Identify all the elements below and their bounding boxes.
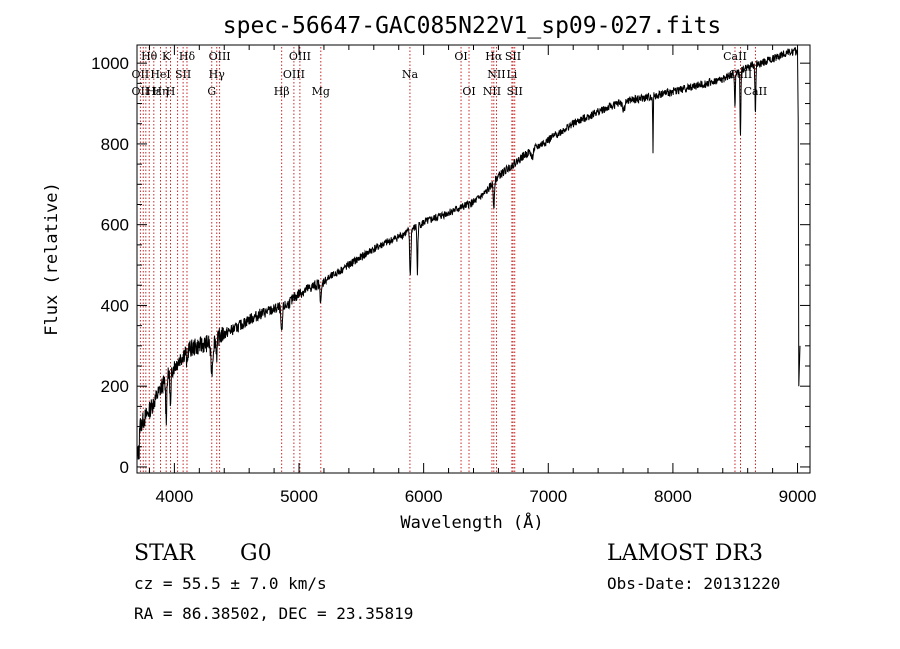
y-axis-label: Flux (relative)	[42, 182, 62, 336]
line-label: Hη	[152, 85, 168, 98]
line-label: Li	[506, 68, 517, 81]
plot-frame	[136, 44, 811, 474]
line-label: Na	[402, 68, 419, 81]
y-axis: 0 200 400 600 800 1000	[91, 54, 810, 477]
line-label: CaII	[729, 68, 753, 81]
y-tick-label: 200	[101, 377, 129, 396]
line-label: NII	[487, 68, 505, 81]
x-axis-label: Wavelength (Å)	[400, 511, 543, 533]
line-label: Mg	[312, 85, 330, 98]
line-label: Hβ	[274, 85, 290, 98]
x-tick-label: 4000	[155, 487, 193, 506]
line-label: OI	[454, 50, 467, 63]
line-label: SII	[507, 85, 523, 98]
line-label: Hε	[146, 85, 162, 98]
line-label: SII	[175, 68, 191, 81]
object-type: STAR	[134, 541, 196, 566]
chart-title: spec-56647-GAC085N22V1_sp09-027.fits	[223, 13, 722, 39]
x-axis: 4000 5000 6000 7000 8000 9000	[148, 45, 817, 506]
spectral-subclass: G0	[240, 541, 272, 566]
line-label: OII	[132, 85, 150, 98]
line-label: OII	[132, 68, 150, 81]
y-tick-label: 400	[101, 296, 129, 315]
line-markers	[139, 47, 756, 473]
x-tick-label: 5000	[280, 487, 318, 506]
line-label: Hα	[485, 50, 503, 63]
survey-name: LAMOST DR3	[607, 541, 763, 566]
line-label: CaII	[723, 50, 747, 63]
x-tick-label: 6000	[405, 487, 443, 506]
coords-text: RA = 86.38502, DEC = 23.35819	[134, 604, 413, 623]
line-label: HeI	[150, 68, 170, 81]
line-label: OIII	[209, 50, 231, 63]
line-label: OIII	[289, 50, 311, 63]
line-label: Hδ	[179, 50, 196, 63]
line-label: Hθ	[141, 50, 158, 63]
x-tick-label: 9000	[779, 487, 817, 506]
x-tick-label: 8000	[654, 487, 692, 506]
spectrum-series	[136, 47, 801, 460]
line-label: SII	[505, 50, 521, 63]
y-tick-label: 600	[101, 216, 129, 235]
line-label: H	[166, 85, 176, 98]
spectrum-line	[136, 47, 801, 460]
redshift-text: cz = 55.5 ± 7.0 km/s	[134, 574, 327, 593]
line-label: G	[207, 85, 216, 98]
x-tick-label: 7000	[529, 487, 567, 506]
y-tick-label: 800	[101, 135, 129, 154]
y-tick-label: 1000	[91, 54, 129, 73]
line-label: Hγ	[209, 68, 226, 81]
line-label: NII	[483, 85, 501, 98]
obs-date-text: Obs-Date: 20131220	[607, 574, 780, 593]
line-label: OIII	[283, 68, 305, 81]
line-label: K	[162, 50, 171, 63]
line-label: OI	[462, 85, 475, 98]
y-tick-label: 0	[120, 458, 129, 477]
